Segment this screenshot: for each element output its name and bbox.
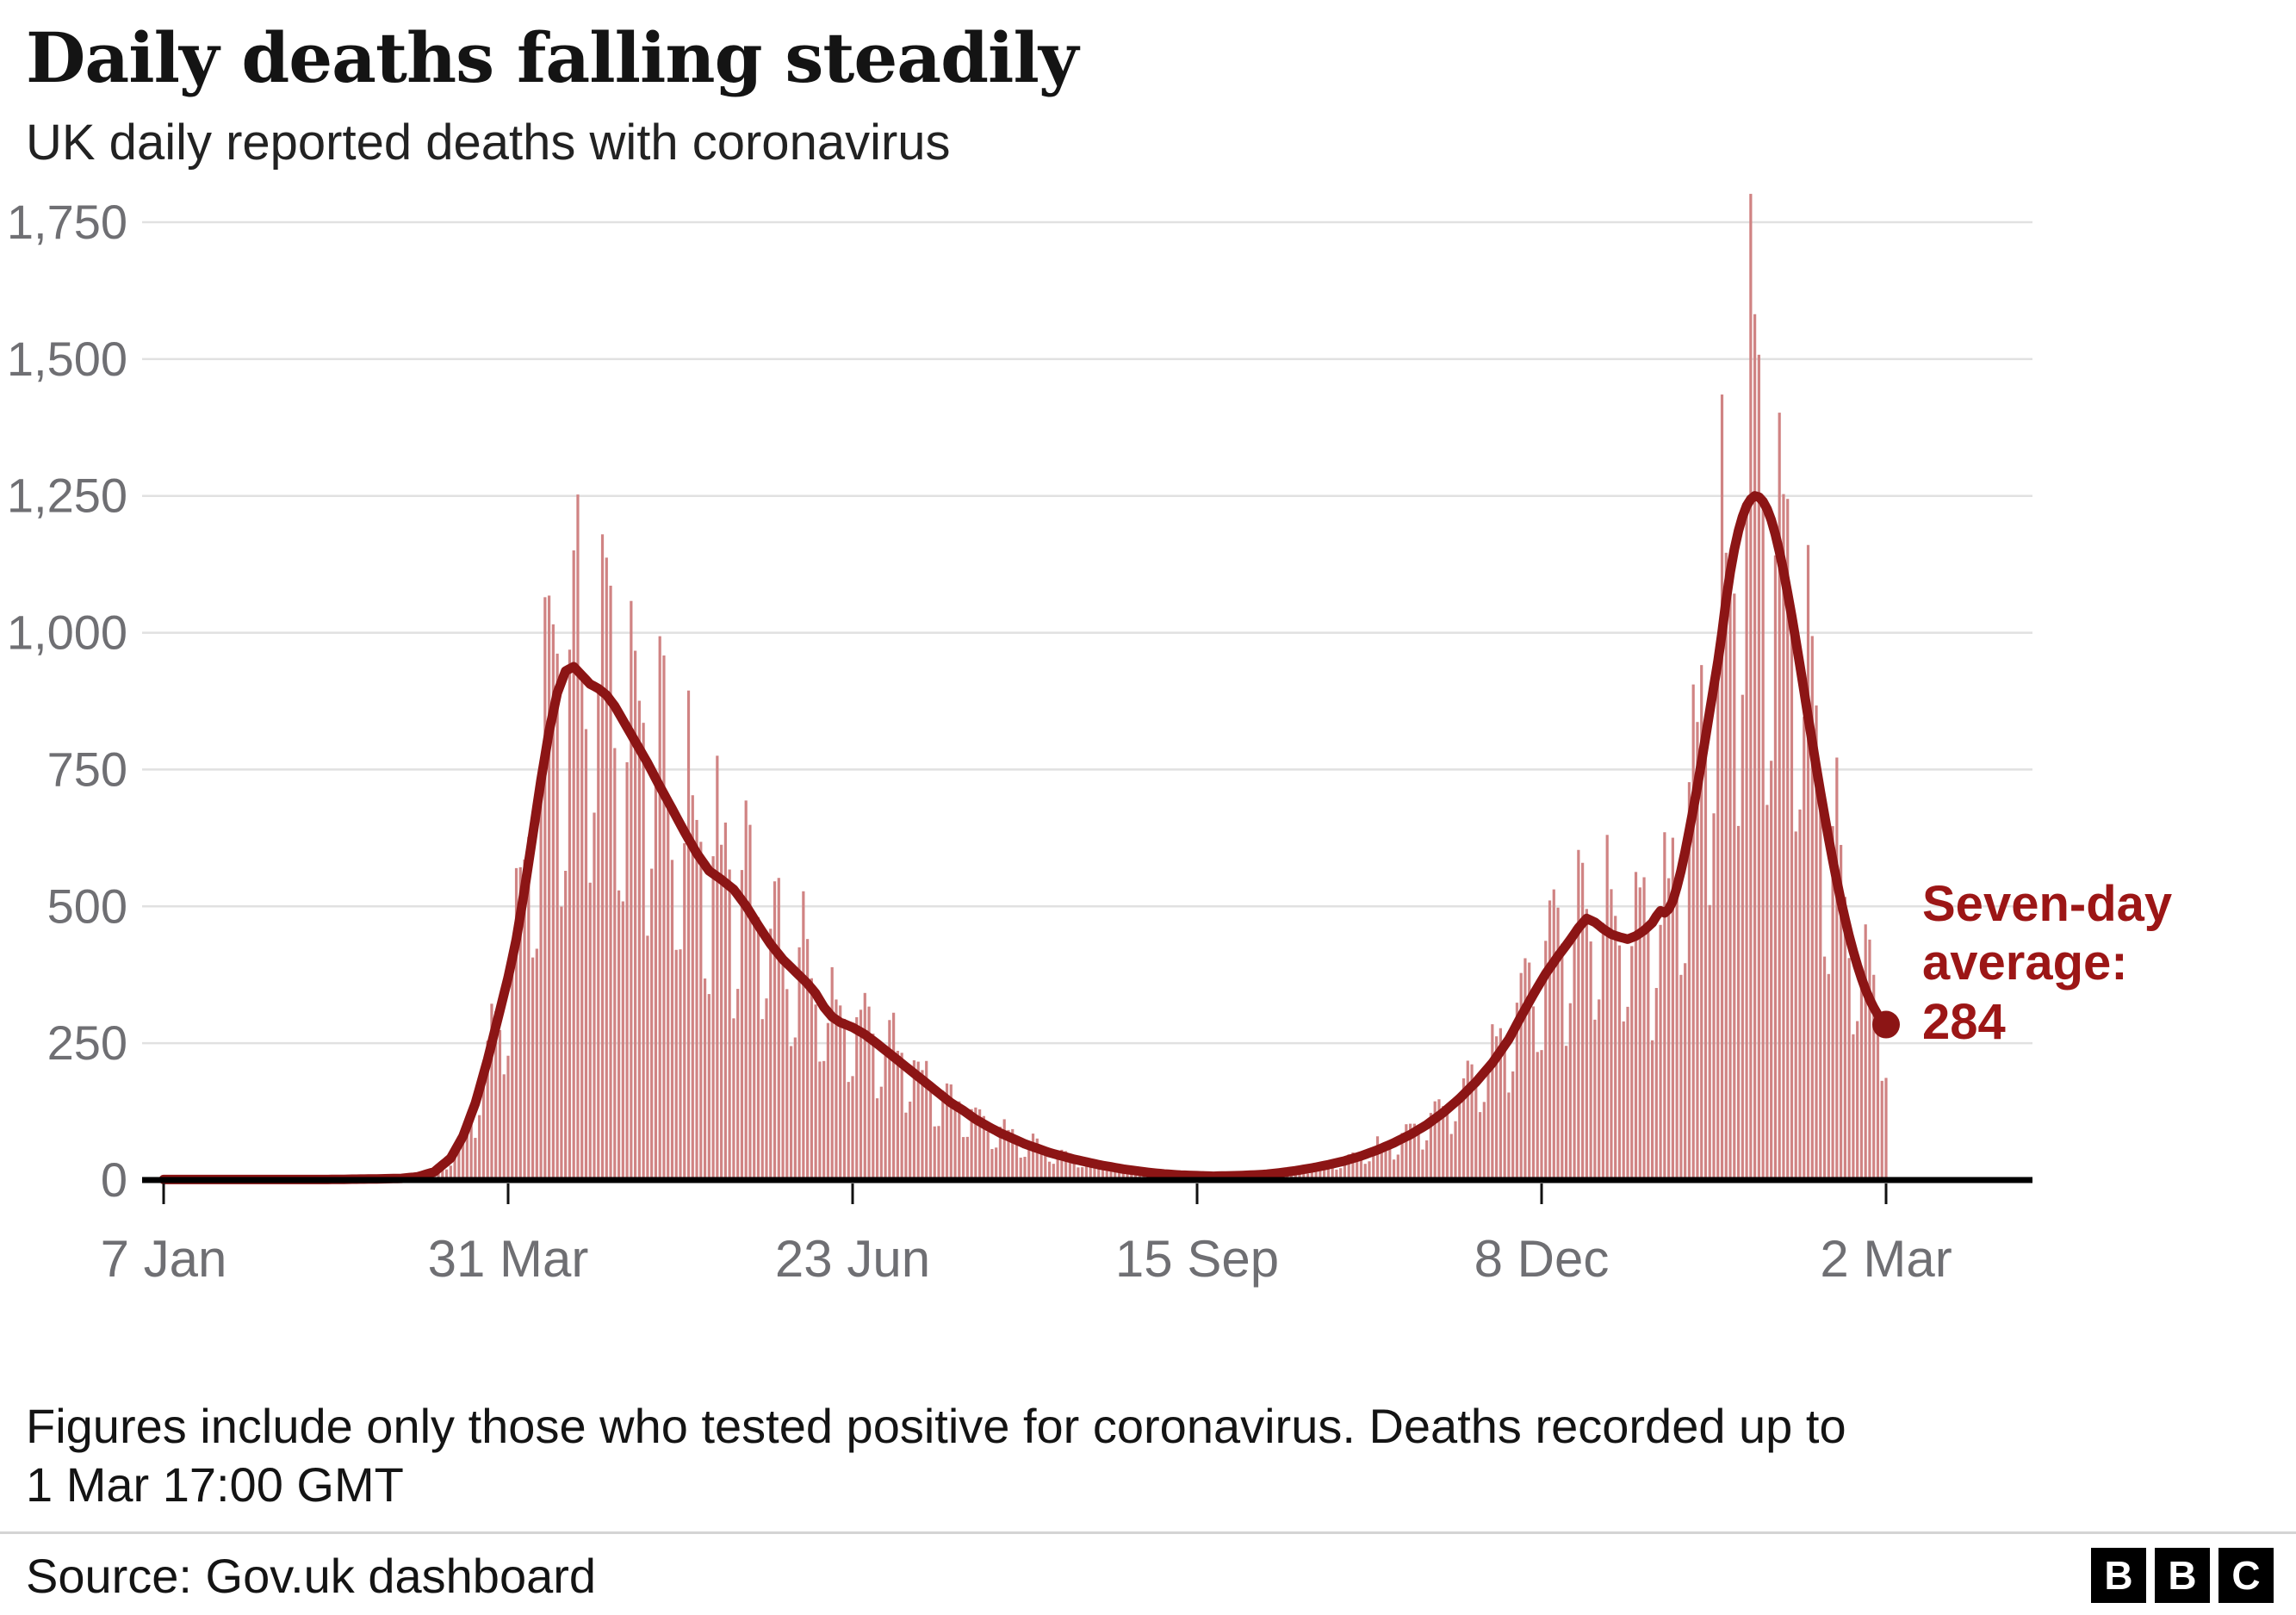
annotation-line-1: Seven-day xyxy=(1922,876,2173,932)
source-credit: Source: Gov.uk dashboard xyxy=(26,1548,597,1603)
chart-footnote: Figures include only those who tested po… xyxy=(26,1397,2282,1515)
svg-text:1,250: 1,250 xyxy=(7,469,127,523)
x-tick-labels: 7 Jan 31 Mar 23 Jun 15 Sep 8 Dec 2 Mar xyxy=(101,1230,1952,1288)
seven-day-average-annotation: Seven-day average: 284 xyxy=(1922,875,2172,1052)
bbc-logo-letter-c: C xyxy=(2218,1548,2274,1603)
deaths-chart: 0 250 500 750 1,000 1,250 1,500 1,750 7 Jan 31 Ma… xyxy=(7,194,2032,1288)
svg-text:250: 250 xyxy=(47,1016,127,1070)
page-subtitle: UK daily reported deaths with coronaviru… xyxy=(26,115,951,171)
y-gridlines xyxy=(142,221,2032,1045)
footer-bar: Source: Gov.uk dashboard B B C xyxy=(0,1545,2296,1606)
svg-text:2 Mar: 2 Mar xyxy=(1820,1230,1952,1288)
svg-text:1,000: 1,000 xyxy=(7,606,127,660)
daily-bars xyxy=(371,194,1888,1181)
bbc-logo-letter-b2: B xyxy=(2155,1548,2210,1603)
annotation-line-2: average: xyxy=(1922,935,2128,991)
svg-text:1,750: 1,750 xyxy=(7,195,127,249)
y-tick-labels: 0 250 500 750 1,000 1,250 1,500 1,750 xyxy=(7,195,127,1207)
footer-divider xyxy=(0,1531,2296,1534)
svg-text:1,500: 1,500 xyxy=(7,332,127,386)
footnote-line-1: Figures include only those who tested po… xyxy=(26,1399,1846,1453)
svg-text:7 Jan: 7 Jan xyxy=(101,1230,227,1288)
svg-text:23 Jun: 23 Jun xyxy=(775,1230,930,1288)
footnote-line-2: 1 Mar 17:00 GMT xyxy=(26,1457,404,1513)
annotation-value: 284 xyxy=(1922,993,2006,1050)
page-title: Daily deaths falling steadily xyxy=(26,17,1078,98)
seven-day-average-line xyxy=(158,491,1900,1184)
svg-text:750: 750 xyxy=(47,742,127,796)
svg-text:31 Mar: 31 Mar xyxy=(428,1230,589,1288)
x-axis-ticks xyxy=(162,1183,1888,1204)
svg-text:500: 500 xyxy=(47,879,127,933)
bbc-logo-letter-b1: B xyxy=(2091,1548,2146,1603)
svg-text:8 Dec: 8 Dec xyxy=(1474,1230,1610,1288)
svg-text:15 Sep: 15 Sep xyxy=(1115,1230,1279,1288)
bbc-logo: B B C xyxy=(2091,1548,2274,1603)
svg-text:0: 0 xyxy=(101,1152,127,1207)
average-endpoint-dot xyxy=(1872,1010,1900,1039)
